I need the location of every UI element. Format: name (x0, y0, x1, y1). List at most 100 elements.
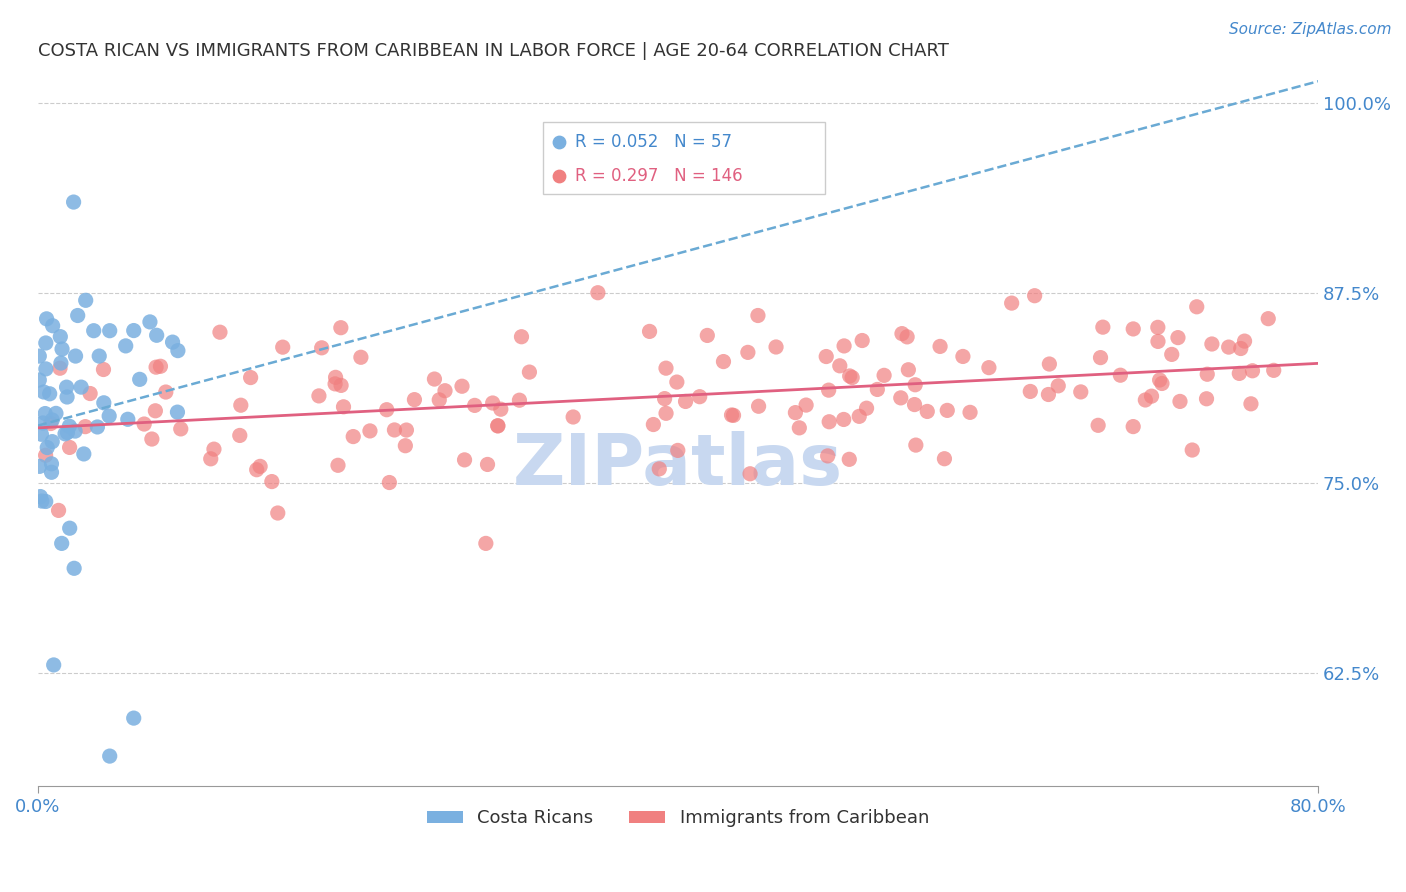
Point (141, 432, 163, 446)
Point (489, 402, 512, 417)
Point (638, 325, 661, 339)
Point (128, 372, 150, 386)
Point (654, 392, 676, 406)
Point (655, 361, 678, 376)
Point (41, 318, 63, 333)
Point (678, 316, 700, 330)
Text: Source: ZipAtlas.com: Source: ZipAtlas.com (1229, 22, 1392, 37)
Point (122, 711, 145, 725)
Point (66, 309, 89, 323)
Point (486, 418, 509, 433)
Point (51, 536, 73, 550)
Point (167, 343, 190, 358)
Point (1185, 300, 1208, 314)
Point (562, 409, 585, 424)
Point (28, 459, 51, 474)
Point (904, 438, 927, 452)
Point (1197, 368, 1219, 382)
Point (31, 494, 53, 508)
Point (1218, 340, 1240, 354)
Point (841, 370, 863, 384)
Point (48, 503, 70, 517)
Point (41, 434, 63, 449)
Point (1149, 373, 1171, 387)
Point (134, 417, 156, 431)
Point (855, 401, 877, 416)
Point (98, 324, 121, 338)
Point (897, 363, 920, 377)
Point (896, 330, 918, 344)
Point (342, 429, 364, 443)
Point (41, 457, 63, 471)
Point (155, 385, 177, 400)
Point (794, 398, 817, 412)
Point (665, 375, 688, 389)
Point (378, 475, 401, 490)
Point (675, 394, 697, 409)
Point (873, 368, 896, 383)
Point (1019, 384, 1042, 399)
Point (326, 458, 349, 473)
Point (1229, 342, 1251, 356)
Point (765, 340, 787, 354)
Point (86, 420, 108, 434)
Point (122, 324, 145, 338)
Point (98, 409, 121, 423)
Point (818, 415, 841, 429)
Point (508, 393, 530, 408)
Point (149, 359, 172, 374)
Point (817, 449, 839, 463)
Point (260, 475, 283, 489)
Point (1181, 443, 1204, 458)
Point (838, 369, 860, 384)
Point (904, 377, 927, 392)
Point (359, 424, 381, 438)
Point (737, 345, 759, 359)
Point (838, 452, 860, 467)
Point (678, 243, 700, 257)
Point (917, 404, 939, 418)
Point (267, 506, 290, 520)
Point (117, 412, 139, 426)
Point (38, 386, 60, 401)
Point (170, 422, 193, 436)
FancyBboxPatch shape (544, 122, 825, 194)
Point (384, 423, 406, 437)
Point (477, 458, 499, 472)
Point (723, 409, 745, 423)
Point (655, 406, 678, 420)
Point (832, 339, 855, 353)
Point (1233, 334, 1256, 348)
Text: R = 0.297   N = 146: R = 0.297 N = 146 (575, 167, 744, 185)
Point (1001, 296, 1024, 310)
Point (519, 365, 541, 379)
Point (434, 384, 457, 398)
Point (720, 408, 742, 422)
Point (56, 425, 79, 440)
Point (747, 309, 769, 323)
Point (114, 339, 136, 353)
Point (323, 376, 346, 391)
Point (789, 421, 811, 435)
Point (229, 428, 252, 442)
Point (49, 361, 72, 376)
Point (713, 354, 735, 368)
Text: ZIPatlas: ZIPatlas (513, 431, 844, 500)
Point (73, 447, 96, 461)
Point (308, 389, 330, 403)
Point (648, 462, 671, 476)
Point (162, 335, 184, 350)
Point (959, 405, 981, 419)
Point (395, 423, 418, 437)
Point (929, 339, 952, 353)
Point (1240, 397, 1263, 411)
Point (1241, 364, 1264, 378)
Point (28, 373, 51, 387)
Point (332, 400, 354, 414)
Point (1160, 347, 1182, 361)
Point (1146, 320, 1168, 334)
Point (738, 467, 761, 481)
Point (75, 419, 97, 434)
Point (83, 324, 105, 338)
Point (330, 378, 353, 392)
